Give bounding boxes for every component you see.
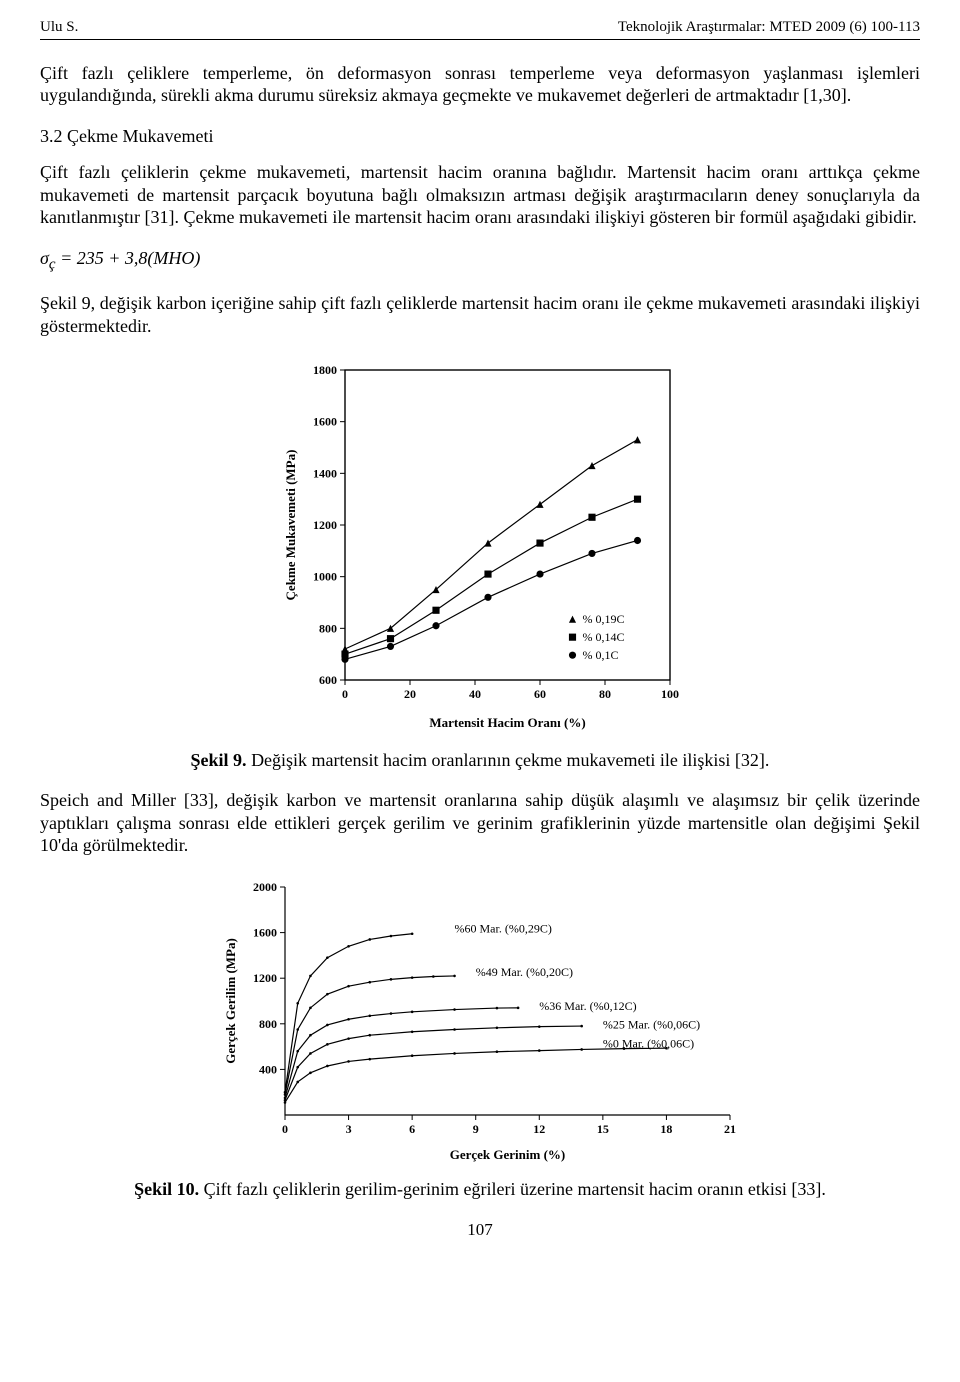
svg-text:3: 3 [346, 1122, 352, 1136]
svg-text:15: 15 [597, 1122, 609, 1136]
svg-text:1600: 1600 [253, 925, 277, 939]
svg-text:6: 6 [409, 1122, 415, 1136]
svg-text:800: 800 [319, 621, 337, 635]
svg-text:Gerçek Gerilim (MPa): Gerçek Gerilim (MPa) [223, 938, 238, 1064]
svg-text:21: 21 [724, 1122, 736, 1136]
svg-text:0: 0 [342, 687, 348, 701]
svg-text:18: 18 [660, 1122, 672, 1136]
svg-text:% 0,1C: % 0,1C [583, 648, 619, 662]
svg-text:0: 0 [282, 1122, 288, 1136]
formula-sigma: σç = 235 + 3,8(MHO) [40, 247, 920, 274]
svg-text:1800: 1800 [313, 363, 337, 377]
header-author: Ulu S. [40, 18, 78, 37]
figure-10-caption-label: Şekil 10. [134, 1179, 199, 1199]
svg-text:40: 40 [469, 687, 481, 701]
svg-text:Çekme Mukavemeti (MPa): Çekme Mukavemeti (MPa) [283, 450, 298, 601]
page-header: Ulu S. Teknolojik Araştırmalar: MTED 200… [40, 18, 920, 40]
svg-text:9: 9 [473, 1122, 479, 1136]
paragraph-1: Çift fazlı çeliklere temperleme, ön defo… [40, 62, 920, 107]
svg-text:%36 Mar. (%0,12C): %36 Mar. (%0,12C) [539, 999, 636, 1013]
svg-text:12: 12 [533, 1122, 545, 1136]
svg-text:100: 100 [661, 687, 679, 701]
svg-text:% 0,14C: % 0,14C [583, 630, 625, 644]
svg-text:1200: 1200 [253, 971, 277, 985]
figure-10-caption: Şekil 10. Çift fazlı çeliklerin gerilim-… [40, 1178, 920, 1201]
svg-text:1200: 1200 [313, 518, 337, 532]
figure-9-caption: Şekil 9. Değişik martensit hacim oranlar… [40, 749, 920, 772]
svg-text:80: 80 [599, 687, 611, 701]
svg-text:Martensit Hacim Oranı (%): Martensit Hacim Oranı (%) [429, 715, 585, 730]
svg-text:%60 Mar. (%0,29C): %60 Mar. (%0,29C) [455, 921, 552, 935]
svg-text:20: 20 [404, 687, 416, 701]
header-journal: Teknolojik Araştırmalar: MTED 2009 (6) 1… [618, 18, 920, 37]
figure-9: 600 800 1000 1200 1400 1600 1800 0 20 40 60 80 100 Ma… [40, 355, 920, 741]
svg-text:1400: 1400 [313, 466, 337, 480]
figure-9-caption-label: Şekil 9. [191, 750, 247, 770]
figure-10: 400 800 1200 1600 2000 0 3 6 9 12 15 18 21 Gerçek Ger… [40, 875, 920, 1171]
svg-text:% 0,19C: % 0,19C [583, 612, 625, 626]
paragraph-3: Şekil 9, değişik karbon içeriğine sahip … [40, 292, 920, 337]
svg-text:%25 Mar. (%0,06C): %25 Mar. (%0,06C) [603, 1017, 700, 1031]
svg-text:%0 Mar. (%0,06C): %0 Mar. (%0,06C) [603, 1036, 694, 1050]
svg-text:Gerçek Gerinim (%): Gerçek Gerinim (%) [450, 1147, 566, 1162]
section-heading: 3.2 Çekme Mukavemeti [40, 125, 920, 148]
figure-10-caption-text: Çift fazlı çeliklerin gerilim-gerinim eğ… [199, 1179, 826, 1199]
svg-text:800: 800 [259, 1016, 277, 1030]
svg-text:%49 Mar. (%0,20C): %49 Mar. (%0,20C) [476, 965, 573, 979]
page-number: 107 [40, 1219, 920, 1240]
svg-text:600: 600 [319, 673, 337, 687]
svg-text:400: 400 [259, 1062, 277, 1076]
figure-10-chart: 400 800 1200 1600 2000 0 3 6 9 12 15 18 21 Gerçek Ger… [215, 875, 745, 1165]
paragraph-4: Speich and Miller [33], değişik karbon v… [40, 789, 920, 857]
figure-9-chart: 600 800 1000 1200 1400 1600 1800 0 20 40 60 80 100 Ma… [275, 355, 685, 735]
svg-text:60: 60 [534, 687, 546, 701]
svg-text:1000: 1000 [313, 570, 337, 584]
svg-text:2000: 2000 [253, 880, 277, 894]
svg-text:1600: 1600 [313, 415, 337, 429]
paragraph-2: Çift fazlı çeliklerin çekme mukavemeti, … [40, 161, 920, 229]
figure-9-caption-text: Değişik martensit hacim oranlarının çekm… [247, 750, 770, 770]
